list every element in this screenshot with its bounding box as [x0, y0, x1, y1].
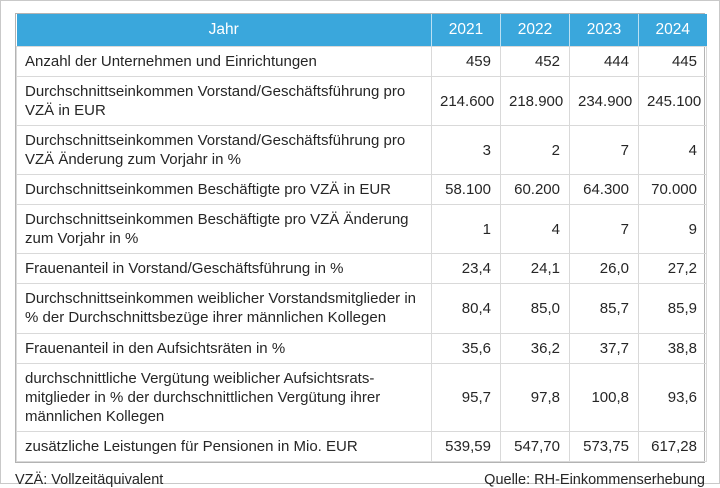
header-cell-2022: 2022: [500, 14, 570, 47]
table-row: zusätzliche Leistungen für Pensionen in …: [16, 430, 707, 462]
value-cell: 547,70: [500, 430, 570, 462]
table-row: Anzahl der Unternehmen und Einrichtungen…: [16, 45, 707, 78]
value-cell: 539,59: [431, 430, 501, 462]
value-cell: 444: [569, 45, 639, 78]
table-row: Durchschnittseinkommen Beschäftigte pro …: [16, 204, 707, 255]
value-cell: 38,8: [638, 332, 707, 364]
value-cell: 617,28: [638, 430, 707, 462]
table-row: Frauenanteil in Vorstand/Geschäftsführun…: [16, 253, 707, 285]
value-cell: 36,2: [500, 332, 570, 364]
row-label: zusätzliche Leistungen für Pensionen in …: [16, 430, 432, 462]
table-row: Durchschnittseinkommen Vorstand/Geschäft…: [16, 76, 707, 127]
header-cell-2023: 2023: [569, 14, 639, 47]
value-cell: 445: [638, 45, 707, 78]
value-cell: 234.900: [569, 76, 639, 127]
source-note: Quelle: RH-Einkommenserhebung: [484, 471, 705, 488]
row-label: Anzahl der Unternehmen und Einrichtungen: [16, 45, 432, 78]
row-label: Durchschnittseinkommen Vorstand/Geschäft…: [16, 76, 432, 127]
row-label: Frauenanteil in den Aufsichtsräten in %: [16, 332, 432, 364]
header-cell-2021: 2021: [431, 14, 501, 47]
value-cell: 27,2: [638, 253, 707, 285]
value-cell: 37,7: [569, 332, 639, 364]
footnote-vzae: VZÄ: Vollzeitäquivalent: [15, 471, 164, 488]
table-row: durchschnittliche Vergütung weiblicher A…: [16, 362, 707, 432]
value-cell: 4: [500, 204, 570, 255]
row-label: Durchschnittseinkommen weiblicher Vorsta…: [16, 283, 432, 334]
value-cell: 93,6: [638, 362, 707, 432]
value-cell: 60.200: [500, 174, 570, 206]
value-cell: 85,0: [500, 283, 570, 334]
table-header-row: Jahr 2021 2022 2023 2024: [16, 14, 707, 47]
value-cell: 573,75: [569, 430, 639, 462]
table-row: Durchschnittseinkommen Beschäftigte pro …: [16, 174, 707, 206]
header-cell-2024: 2024: [638, 14, 707, 47]
value-cell: 7: [569, 204, 639, 255]
value-cell: 85,7: [569, 283, 639, 334]
value-cell: 452: [500, 45, 570, 78]
table-footnotes: VZÄ: Vollzeitäquivalent Quelle: RH-Einko…: [15, 472, 705, 488]
value-cell: 2: [500, 125, 570, 176]
value-cell: 100,8: [569, 362, 639, 432]
row-label: Frauenanteil in Vorstand/Geschäftsführun…: [16, 253, 432, 285]
value-cell: 95,7: [431, 362, 501, 432]
header-cell-jahr: Jahr: [16, 14, 432, 47]
value-cell: 85,9: [638, 283, 707, 334]
row-label: Durchschnittseinkommen Beschäftigte pro …: [16, 204, 432, 255]
value-cell: 459: [431, 45, 501, 78]
value-cell: 24,1: [500, 253, 570, 285]
value-cell: 58.100: [431, 174, 501, 206]
value-cell: 1: [431, 204, 501, 255]
table-row: Frauenanteil in den Aufsichtsräten in % …: [16, 332, 707, 364]
value-cell: 9: [638, 204, 707, 255]
value-cell: 245.100: [638, 76, 707, 127]
row-label: Durchschnittseinkommen Vorstand/Geschäft…: [16, 125, 432, 176]
value-cell: 3: [431, 125, 501, 176]
value-cell: 80,4: [431, 283, 501, 334]
value-cell: 218.900: [500, 76, 570, 127]
row-label: durchschnittliche Vergütung weiblicher A…: [16, 362, 432, 432]
value-cell: 64.300: [569, 174, 639, 206]
value-cell: 26,0: [569, 253, 639, 285]
value-cell: 97,8: [500, 362, 570, 432]
table-wrap: Jahr 2021 2022 2023 2024 Anzahl der Unte…: [15, 13, 707, 463]
value-cell: 35,6: [431, 332, 501, 364]
value-cell: 214.600: [431, 76, 501, 127]
row-label: Durchschnittseinkommen Beschäftigte pro …: [16, 174, 432, 206]
table-row: Durchschnittseinkommen Vorstand/Geschäft…: [16, 125, 707, 176]
value-cell: 70.000: [638, 174, 707, 206]
value-cell: 23,4: [431, 253, 501, 285]
table-row: Durchschnittseinkommen weiblicher Vorsta…: [16, 283, 707, 334]
value-cell: 4: [638, 125, 707, 176]
value-cell: 7: [569, 125, 639, 176]
income-survey-table: Jahr 2021 2022 2023 2024 Anzahl der Unte…: [16, 14, 707, 462]
